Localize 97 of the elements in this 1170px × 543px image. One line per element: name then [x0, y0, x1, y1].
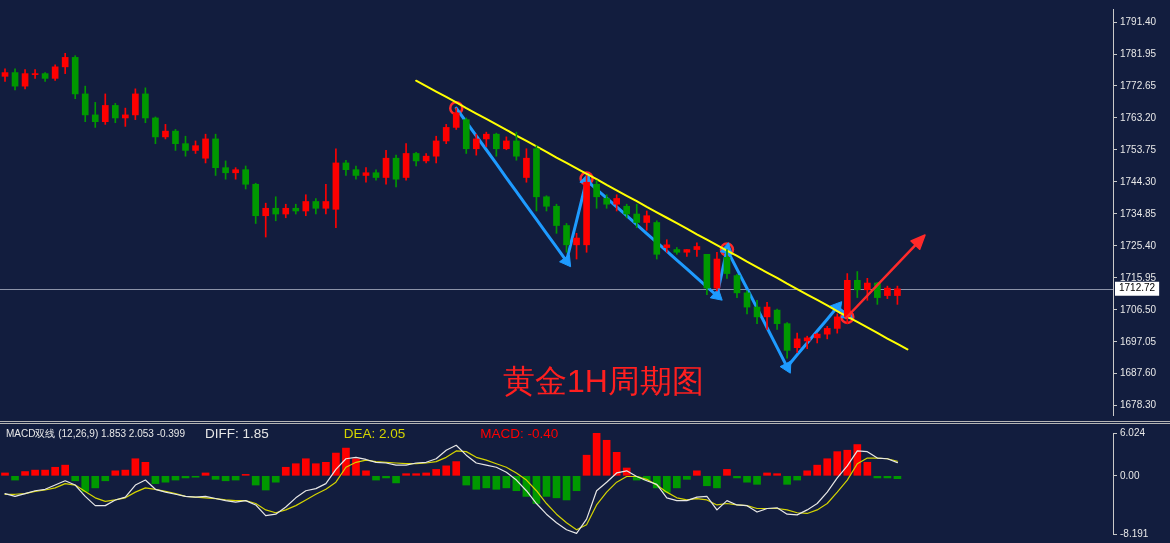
text: 黄金1H周期图: [503, 363, 704, 399]
candlestick: [272, 196, 280, 222]
bar: [672, 475, 681, 489]
bar: [662, 475, 671, 493]
bar: [442, 465, 451, 476]
bar: [91, 475, 100, 489]
y-tick-label: -8.191: [1120, 527, 1149, 539]
candlestick: [31, 69, 39, 79]
bar: [893, 475, 902, 479]
bar: [582, 454, 591, 476]
y-tick-label: 0.00: [1120, 469, 1140, 481]
bar: [863, 461, 872, 476]
bar: [492, 475, 501, 490]
y-tick-label: 1781.95: [1120, 48, 1157, 60]
y-tick-label: 1763.20: [1120, 111, 1157, 123]
bar: [271, 475, 280, 483]
bar: [823, 458, 832, 476]
bar: [572, 475, 581, 492]
bar: [211, 475, 220, 480]
bar: [332, 452, 340, 476]
bar: [141, 461, 150, 476]
bar: [773, 473, 781, 476]
bar: [1, 472, 9, 476]
bar: [763, 472, 771, 476]
bar: [793, 475, 801, 481]
bar: [592, 433, 601, 476]
y-tick-label: 1725.40: [1120, 239, 1157, 251]
bar: [11, 475, 19, 481]
candlestick: [262, 202, 270, 238]
bar: [221, 475, 230, 482]
candlestick: [663, 239, 671, 253]
bar: [291, 463, 300, 476]
bar: [713, 475, 721, 489]
candlestick: [693, 242, 701, 257]
bar: [753, 475, 761, 485]
y-tick-label: 1734.85: [1120, 207, 1157, 219]
y-tick-label: 1715.95: [1120, 271, 1157, 283]
bar: [602, 439, 611, 476]
bar: [472, 475, 481, 490]
y-tick-label: 1772.65: [1120, 79, 1157, 91]
bar: [562, 475, 571, 501]
y-tick-label: 1753.75: [1120, 143, 1157, 155]
bar: [693, 470, 701, 476]
bar: [71, 475, 80, 482]
bar: [161, 475, 170, 483]
y-tick-label: 1687.60: [1120, 367, 1157, 379]
bar: [743, 475, 751, 483]
bar: [362, 470, 370, 476]
y-tick-label: 6.024: [1120, 426, 1146, 438]
bar: [703, 475, 711, 487]
bar: [151, 475, 160, 484]
bar: [301, 458, 310, 476]
bar: [683, 475, 691, 480]
bar: [261, 475, 270, 491]
bar: [803, 470, 812, 476]
bar: [422, 472, 430, 476]
bar: [482, 475, 491, 489]
bar: [542, 475, 551, 497]
bar: [402, 473, 410, 476]
bar: [723, 469, 731, 476]
bar: [81, 475, 90, 492]
bar: [111, 470, 120, 476]
bar: [432, 469, 441, 476]
bar: [251, 475, 260, 486]
bar: [312, 463, 320, 476]
chart-title: MACD双线 (12,26,9) 1.853 2.053 -0.399: [6, 428, 185, 439]
bar: [412, 473, 420, 476]
y-tick-label: 1678.30: [1120, 398, 1157, 410]
y-tick-label: 1697.05: [1120, 335, 1157, 347]
bar: [51, 466, 59, 476]
bar: [31, 469, 39, 476]
bar: [101, 475, 110, 482]
bar: [281, 466, 290, 476]
bar: [392, 475, 400, 484]
ref-line-label: 1712.72: [1119, 282, 1156, 294]
bar: [21, 471, 29, 476]
bar: [552, 475, 561, 499]
bar: [833, 451, 842, 476]
series-label: DEA: 2.05: [343, 426, 406, 441]
bar: [41, 469, 49, 476]
y-tick-label: 1706.50: [1120, 303, 1157, 315]
bar: [452, 461, 461, 476]
candlestick: [362, 167, 370, 183]
bar: [322, 461, 330, 476]
y-tick-label: 1791.40: [1120, 16, 1157, 28]
bar: [352, 458, 360, 476]
y-tick-label: 1744.30: [1120, 175, 1157, 187]
bar: [61, 464, 70, 476]
bar: [783, 475, 791, 485]
bar: [462, 475, 471, 486]
bar: [121, 469, 130, 476]
bar: [372, 475, 380, 481]
bar: [201, 472, 210, 476]
text: MACD: -0.40: [480, 426, 559, 441]
bar: [131, 458, 140, 476]
text: DIFF: 1.85: [205, 426, 269, 441]
bar: [813, 464, 822, 476]
